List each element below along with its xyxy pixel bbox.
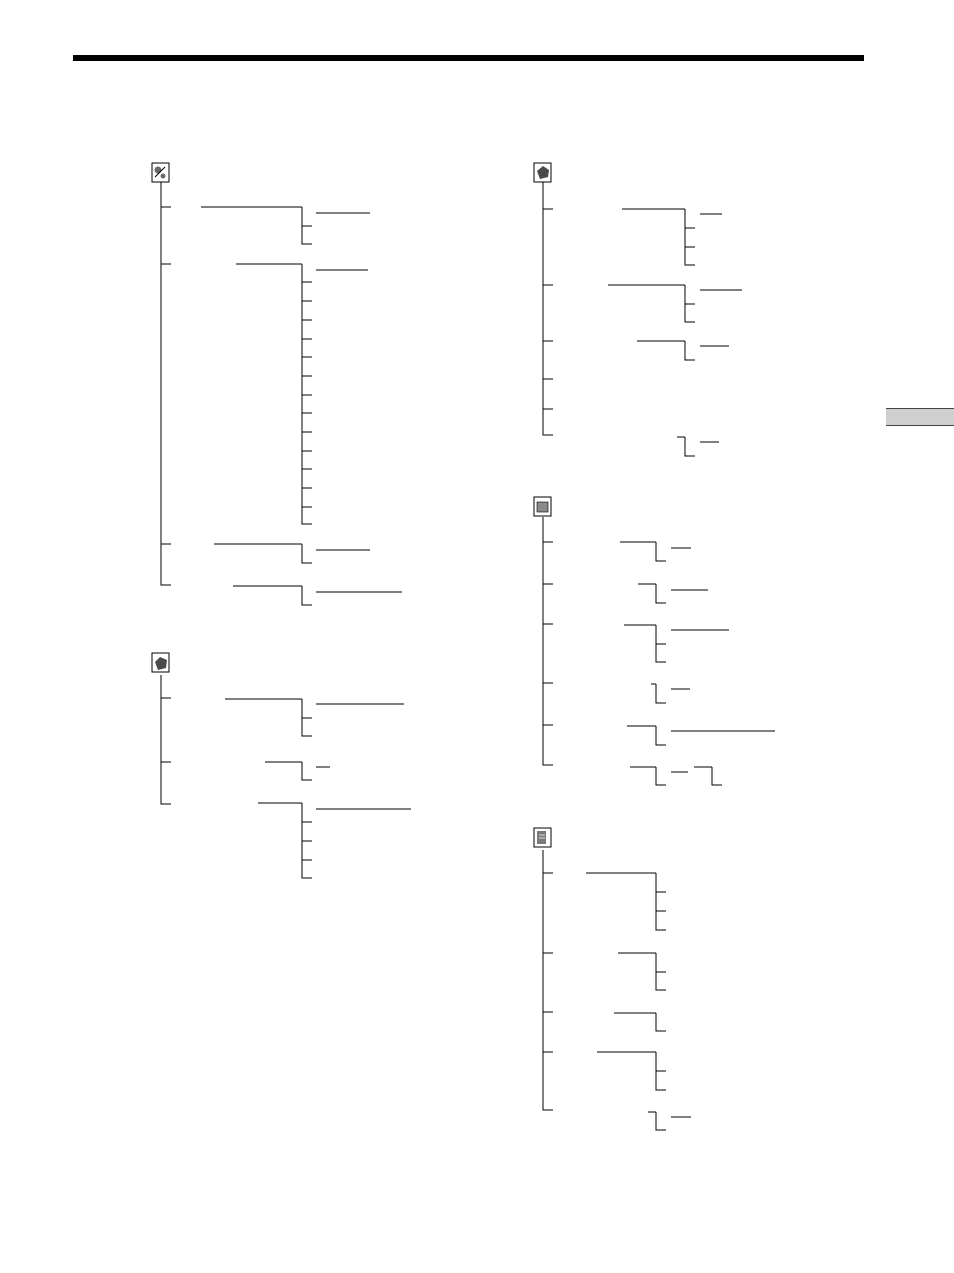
memory-card-icon [533,496,552,517]
tree-tape [160,675,411,879]
tree-manual [542,850,691,1131]
top-rule [73,55,864,61]
manual-book-icon [533,827,552,848]
tree-camera [542,182,742,457]
tree-memory [542,517,775,786]
cassette-tape-icon [151,652,170,673]
tree-setup [160,182,402,606]
camera-tape-icon [533,162,552,183]
section-tab [886,408,954,426]
setup-gear-icon [151,162,170,183]
